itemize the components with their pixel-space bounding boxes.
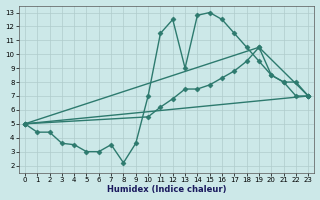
X-axis label: Humidex (Indice chaleur): Humidex (Indice chaleur)	[107, 185, 226, 194]
